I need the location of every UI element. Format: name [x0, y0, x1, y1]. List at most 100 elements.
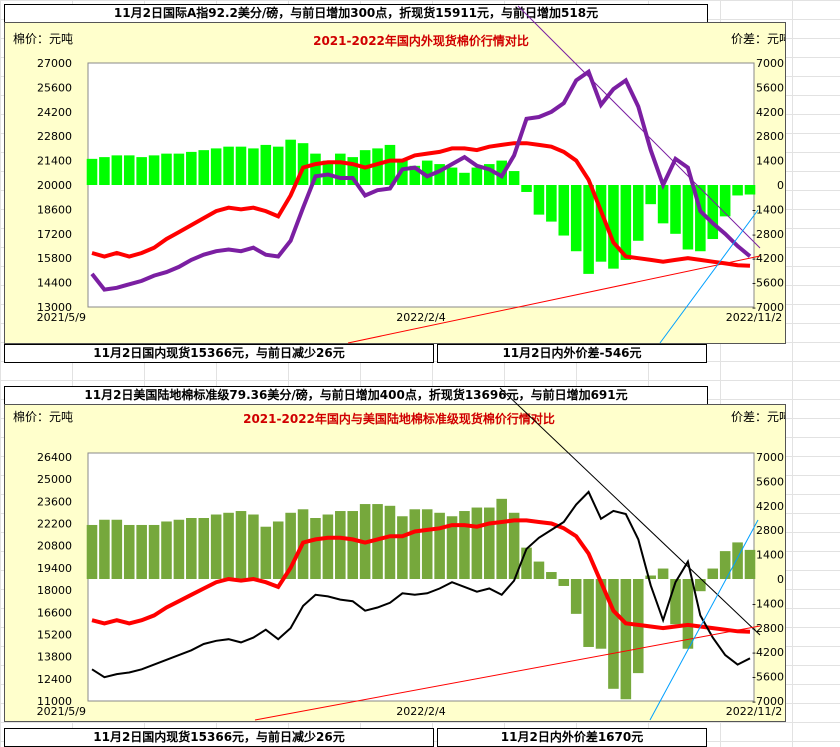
c2-spread-bar [198, 518, 210, 579]
c1-spread-bar [285, 139, 296, 185]
chart2-left-axis: 26400 25000 23600 22200 20800 19400 18000 16600… [37, 451, 72, 708]
c1-spread-bar [384, 144, 396, 185]
c2-spread-bar [310, 518, 321, 579]
c2-spread-bar [446, 516, 458, 579]
c1-spread-bar [123, 155, 135, 185]
c2-spread-bar [409, 509, 421, 579]
c1-y-tick-label: 25600 [37, 81, 72, 94]
chart1-title: 2021-2022年国内外现货棉价行情对比 [313, 33, 529, 48]
c2-x-tick-label: 2022/2/4 [396, 705, 445, 718]
c2-y-tick-label: 20800 [37, 540, 72, 553]
c2-y2-tick-label: -4200 [752, 646, 784, 659]
chart2-bottom-right-banner: 11月2日内外价差1670元 [437, 728, 707, 747]
c2-spread-bar [533, 561, 545, 579]
chart2-panel[interactable]: 26400 25000 23600 22200 20800 19400 18000 16600… [4, 404, 791, 722]
c2-spread-bar [223, 512, 234, 579]
c2-spread-bar [484, 507, 495, 579]
c2-y-tick-label: 22200 [37, 518, 72, 531]
c1-spread-bar [645, 185, 656, 205]
c1-y-tick-label: 14400 [37, 277, 72, 290]
c2-spread-bar [148, 524, 160, 579]
c2-spread-bar [335, 511, 346, 579]
c1-y-tick-label: 15800 [37, 252, 72, 265]
c1-spread-bar [558, 185, 570, 236]
c1-spread-bar [595, 185, 607, 262]
c1-spread-bar [670, 185, 681, 234]
c2-spread-bar [260, 526, 272, 579]
c1-spread-bar [210, 148, 222, 185]
c1-spread-bar [459, 172, 470, 185]
c1-y2-tick-label: 0 [777, 179, 784, 192]
c2-spread-bar [732, 542, 743, 579]
chart2-foreign-line [91, 490, 751, 679]
c1-y2-tick-label: 7000 [756, 57, 784, 70]
c2-spread-bar [695, 579, 706, 592]
c1-y-tick-label: 20000 [37, 179, 72, 192]
c1-spread-bar [744, 185, 756, 195]
c1-spread-bar [272, 146, 284, 185]
c2-y2-tick-label: 5600 [756, 475, 784, 488]
c1-y2-tick-label: -4200 [752, 252, 784, 265]
chart2-ylabel: 棉价：元吨 [13, 410, 73, 424]
c1-y2-tick-label: -7000 [752, 301, 784, 314]
c1-spread-bar [198, 150, 210, 185]
c2-spread-bar [657, 568, 669, 579]
c1-spread-bar [533, 185, 545, 215]
c1-spread-bar [608, 185, 619, 269]
c2-y2-tick-label: 0 [777, 573, 784, 586]
c1-spread-bar [111, 155, 123, 185]
chart1-domestic-line [91, 141, 751, 268]
c2-spread-bar [521, 547, 532, 579]
c1-spread-bar [186, 151, 197, 185]
c1-spread-bar [546, 185, 557, 222]
c1-spread-bar [719, 185, 731, 217]
c1-spread-bar [148, 155, 160, 185]
c1-spread-bar [173, 153, 185, 185]
c1-spread-bar [99, 157, 110, 185]
c2-spread-bar [620, 579, 632, 700]
c2-spread-bar [421, 509, 433, 579]
c1-spread-bar [508, 171, 520, 185]
chart1-panel[interactable]: 27000 25600 24200 22800 21400 20000 18600 17200… [4, 22, 791, 344]
c1-spread-bar [446, 167, 458, 185]
c2-y-tick-label: 19400 [37, 562, 72, 575]
chart2-red-trendline [254, 625, 761, 721]
c2-spread-bar [459, 511, 470, 579]
c1-y-tick-label: 27000 [37, 57, 72, 70]
c1-spread-bar [248, 148, 259, 185]
chart2-blue-trendline [649, 519, 759, 721]
c2-x-tick-label: 2021/5/9 [37, 705, 86, 718]
c2-y2-tick-label: -5600 [752, 671, 784, 684]
c2-spread-bar [372, 504, 383, 579]
chart2-domestic-line [91, 518, 751, 634]
c1-spread-bar [421, 160, 433, 185]
c2-spread-bar [496, 498, 507, 579]
c2-y2-tick-label: 1400 [756, 549, 784, 562]
c1-spread-bar [235, 146, 247, 185]
c2-spread-bar [744, 549, 756, 579]
c2-spread-bar [570, 579, 582, 614]
c1-spread-bar [260, 144, 272, 185]
chart1-bottom-right-banner: 11月2日内外价差-546元 [437, 344, 707, 363]
c1-spread-bar [161, 153, 172, 185]
c2-spread-bar [546, 572, 557, 579]
chart1-svg: 27000 25600 24200 22800 21400 20000 18600 17200… [13, 32, 791, 324]
chart1-left-axis: 27000 25600 24200 22800 21400 20000 18600 17200… [37, 57, 72, 314]
c1-spread-bar [570, 185, 582, 252]
chart1-purple-trendline [517, 5, 761, 249]
chart1-bottom-left-banner: 11月2日国内现货15366元，与前日减少26元 [4, 344, 434, 363]
c2-y-tick-label: 13800 [37, 651, 72, 664]
chart1-foreign-line [90, 68, 752, 292]
c2-y2-tick-label: -7000 [752, 695, 784, 708]
c2-spread-bar [583, 579, 594, 647]
c1-spread-bar [471, 167, 483, 185]
c1-x-tick-label: 2022/2/4 [396, 311, 445, 324]
chart1-ylabel: 棉价：元吨 [13, 32, 73, 46]
c2-spread-bar [322, 514, 334, 579]
c2-spread-bar [508, 512, 520, 579]
c2-spread-bar [397, 516, 408, 579]
c1-spread-bar [583, 185, 594, 274]
c2-spread-bar [186, 518, 197, 579]
c2-y-tick-label: 18000 [37, 584, 72, 597]
c1-spread-bar [86, 158, 98, 185]
